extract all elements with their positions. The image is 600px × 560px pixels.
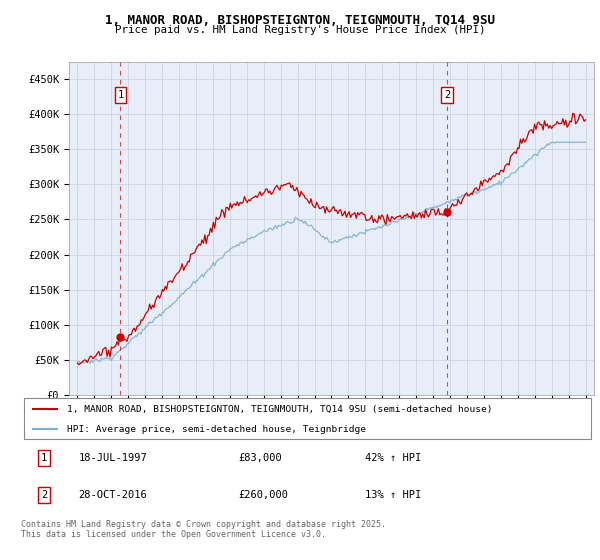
Text: 1, MANOR ROAD, BISHOPSTEIGNTON, TEIGNMOUTH, TQ14 9SU: 1, MANOR ROAD, BISHOPSTEIGNTON, TEIGNMOU… (105, 14, 495, 27)
Text: HPI: Average price, semi-detached house, Teignbridge: HPI: Average price, semi-detached house,… (67, 424, 366, 433)
Text: 1, MANOR ROAD, BISHOPSTEIGNTON, TEIGNMOUTH, TQ14 9SU (semi-detached house): 1, MANOR ROAD, BISHOPSTEIGNTON, TEIGNMOU… (67, 405, 493, 414)
Text: 18-JUL-1997: 18-JUL-1997 (79, 453, 147, 463)
Text: 2: 2 (444, 90, 450, 100)
Text: £83,000: £83,000 (239, 453, 283, 463)
Text: £260,000: £260,000 (239, 490, 289, 500)
Text: 1: 1 (41, 453, 47, 463)
FancyBboxPatch shape (24, 399, 591, 439)
Text: 42% ↑ HPI: 42% ↑ HPI (365, 453, 421, 463)
Text: 13% ↑ HPI: 13% ↑ HPI (365, 490, 421, 500)
Text: 28-OCT-2016: 28-OCT-2016 (79, 490, 147, 500)
Text: 2: 2 (41, 490, 47, 500)
Text: Contains HM Land Registry data © Crown copyright and database right 2025.
This d: Contains HM Land Registry data © Crown c… (21, 520, 386, 539)
Text: 1: 1 (118, 90, 124, 100)
Text: Price paid vs. HM Land Registry's House Price Index (HPI): Price paid vs. HM Land Registry's House … (115, 25, 485, 35)
